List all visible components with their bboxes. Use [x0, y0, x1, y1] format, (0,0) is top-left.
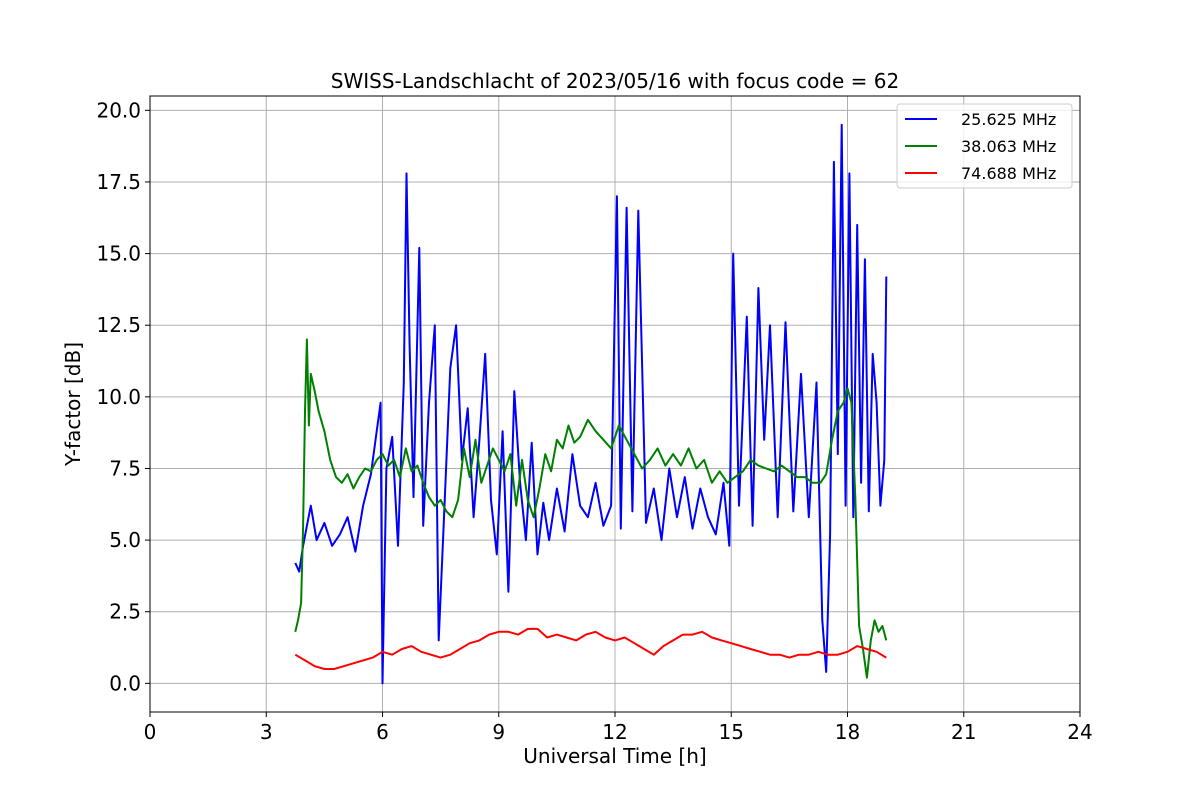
y-tick-label: 20.0	[96, 98, 141, 122]
y-tick-label: 12.5	[96, 313, 141, 337]
legend-entries: 25.625 MHz 38.063 MHz 74.688 MHz	[905, 110, 1056, 183]
x-axis-label: Universal Time [h]	[523, 744, 706, 768]
legend-box	[896, 103, 1073, 189]
x-tick-label: 24	[1067, 720, 1092, 744]
x-tick-label: 18	[835, 720, 860, 744]
x-tick-label: 3	[260, 720, 273, 744]
x-tick-label: 6	[376, 720, 389, 744]
y-tick-label: 2.5	[109, 600, 141, 624]
legend-label-1: 38.063 MHz	[961, 137, 1056, 156]
legend: 25.625 MHz 38.063 MHz 74.688 MHz	[896, 103, 1073, 189]
y-tick-label: 5.0	[109, 528, 141, 552]
series-line-1	[294, 338, 888, 679]
legend-label-2: 74.688 MHz	[961, 164, 1056, 183]
x-tick-label: 9	[492, 720, 505, 744]
chart-title: SWISS-Landschlacht of 2023/05/16 with fo…	[331, 69, 899, 93]
y-tick-label: 0.0	[109, 671, 141, 695]
y-axis-label: Y-factor [dB]	[61, 342, 85, 467]
x-tick-label: 21	[951, 720, 976, 744]
series-layer	[294, 123, 888, 685]
y-axis-ticks: 0.0 2.5 5.0 7.5 10.0 12.5 15.0 17.5 20.0	[96, 98, 150, 695]
y-tick-label: 17.5	[96, 170, 141, 194]
y-tick-label: 7.5	[109, 456, 141, 480]
legend-label-0: 25.625 MHz	[961, 110, 1056, 129]
y-tick-label: 10.0	[96, 385, 141, 409]
x-tick-label: 0	[144, 720, 157, 744]
y-tick-label: 15.0	[96, 242, 141, 266]
x-axis-ticks: 0 3 6 9 12 15 18 21 24	[144, 712, 1093, 744]
series-line-0	[294, 123, 888, 685]
x-tick-label: 12	[602, 720, 627, 744]
x-tick-label: 15	[719, 720, 744, 744]
series-line-2	[294, 627, 887, 670]
